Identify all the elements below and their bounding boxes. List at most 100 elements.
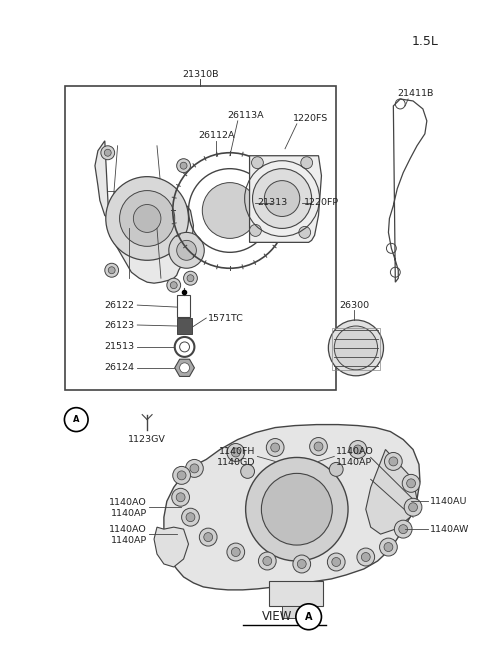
Polygon shape <box>250 156 322 242</box>
Circle shape <box>187 274 194 282</box>
Text: 26124: 26124 <box>104 364 134 372</box>
Circle shape <box>389 457 398 466</box>
Text: A: A <box>305 612 312 622</box>
Text: 21411B: 21411B <box>397 90 433 98</box>
Text: 1123GV: 1123GV <box>128 435 166 444</box>
Circle shape <box>173 466 191 484</box>
Circle shape <box>183 271 197 285</box>
Text: 1140AO: 1140AO <box>336 447 374 456</box>
Circle shape <box>329 462 343 476</box>
Circle shape <box>301 157 312 169</box>
Circle shape <box>349 441 367 458</box>
Circle shape <box>108 267 115 274</box>
Text: A: A <box>73 415 80 424</box>
Circle shape <box>293 555 311 573</box>
Bar <box>177 295 191 317</box>
Text: 1140AO: 1140AO <box>109 525 147 534</box>
Circle shape <box>296 604 322 629</box>
Bar <box>282 606 312 618</box>
Circle shape <box>227 543 245 561</box>
Circle shape <box>169 233 204 269</box>
Text: 1220FS: 1220FS <box>293 115 328 123</box>
Circle shape <box>297 559 306 569</box>
Circle shape <box>180 162 187 169</box>
Circle shape <box>172 489 190 506</box>
Circle shape <box>227 443 245 461</box>
Circle shape <box>177 471 186 480</box>
Circle shape <box>264 181 300 216</box>
Text: 1140AW: 1140AW <box>430 525 469 534</box>
Circle shape <box>177 240 196 260</box>
Circle shape <box>334 326 378 370</box>
Circle shape <box>106 177 189 260</box>
Text: 26300: 26300 <box>339 301 369 310</box>
Circle shape <box>170 282 177 289</box>
Circle shape <box>181 508 199 526</box>
Circle shape <box>133 204 161 233</box>
Circle shape <box>177 159 191 173</box>
Text: 1140AO: 1140AO <box>109 498 147 507</box>
Text: VIEW: VIEW <box>262 610 292 624</box>
Circle shape <box>395 520 412 538</box>
Text: 1.5L: 1.5L <box>411 35 438 48</box>
Circle shape <box>199 528 217 546</box>
Circle shape <box>180 342 190 352</box>
Circle shape <box>361 553 370 561</box>
Bar <box>65 86 336 390</box>
Circle shape <box>240 464 254 478</box>
Text: 26113A: 26113A <box>228 111 264 121</box>
Circle shape <box>266 439 284 457</box>
Bar <box>332 328 380 370</box>
Circle shape <box>384 542 393 552</box>
Circle shape <box>327 553 345 571</box>
Circle shape <box>252 169 312 229</box>
Circle shape <box>328 320 384 376</box>
Text: 1140AP: 1140AP <box>336 458 372 467</box>
Circle shape <box>402 474 420 493</box>
Polygon shape <box>154 527 189 567</box>
Circle shape <box>176 493 185 502</box>
Bar <box>269 581 324 606</box>
Circle shape <box>250 225 262 236</box>
Circle shape <box>310 438 327 455</box>
Circle shape <box>404 498 422 516</box>
Circle shape <box>246 457 348 561</box>
Circle shape <box>64 407 88 432</box>
Circle shape <box>101 146 115 160</box>
Circle shape <box>314 442 323 451</box>
Circle shape <box>353 445 362 454</box>
Circle shape <box>271 443 280 452</box>
Circle shape <box>120 191 175 246</box>
Circle shape <box>332 557 341 567</box>
Circle shape <box>384 453 402 470</box>
Text: 26112A: 26112A <box>198 131 234 140</box>
Circle shape <box>399 525 408 534</box>
Bar <box>177 318 192 334</box>
Polygon shape <box>95 141 193 283</box>
Circle shape <box>252 157 264 169</box>
Text: 1140AU: 1140AU <box>430 496 468 506</box>
Circle shape <box>299 227 311 238</box>
Text: 21513: 21513 <box>104 343 134 352</box>
Text: 21310B: 21310B <box>182 69 218 79</box>
Circle shape <box>186 459 204 477</box>
Circle shape <box>357 548 375 566</box>
Text: 26123: 26123 <box>104 320 134 329</box>
Circle shape <box>167 278 180 292</box>
Polygon shape <box>175 359 194 377</box>
Circle shape <box>263 557 272 565</box>
Circle shape <box>258 552 276 570</box>
Circle shape <box>204 533 213 542</box>
Circle shape <box>231 548 240 557</box>
Circle shape <box>202 183 257 238</box>
Circle shape <box>180 363 190 373</box>
Text: 1571TC: 1571TC <box>208 314 244 322</box>
Text: 21313: 21313 <box>257 198 288 207</box>
Text: 1220FP: 1220FP <box>304 198 339 207</box>
Text: 1140GD: 1140GD <box>217 458 255 467</box>
Circle shape <box>105 263 119 277</box>
Circle shape <box>262 474 332 545</box>
Circle shape <box>186 513 195 521</box>
Text: 1140FH: 1140FH <box>219 447 255 456</box>
Circle shape <box>231 448 240 457</box>
